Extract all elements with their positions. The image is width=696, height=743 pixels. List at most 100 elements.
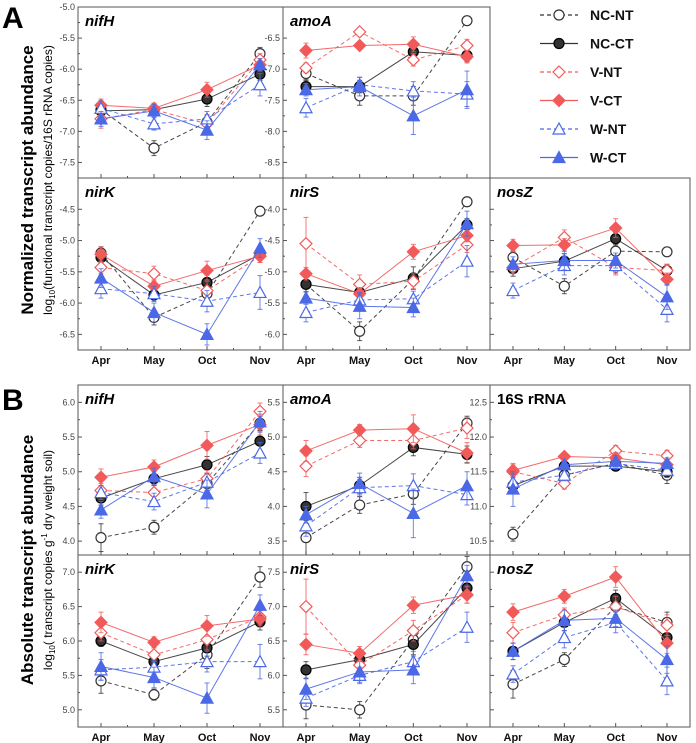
series-line xyxy=(512,465,668,487)
legend-label: NC-CT xyxy=(590,36,634,52)
y-tick-label: -7.0 xyxy=(264,64,280,74)
series-line xyxy=(305,243,468,285)
data-point xyxy=(199,690,215,704)
x-tick-label: Nov xyxy=(457,355,479,367)
data-point xyxy=(298,100,314,114)
x-tick-label: May xyxy=(554,355,576,367)
data-point xyxy=(299,637,313,652)
series-line xyxy=(100,440,261,499)
data-point xyxy=(93,111,109,125)
series-v-nt xyxy=(94,249,267,301)
panel-title: nirS xyxy=(290,561,319,578)
data-point xyxy=(199,327,215,340)
data-point xyxy=(252,285,268,299)
data-point xyxy=(252,445,268,459)
chart-panel-b-nosz: Apr May Oct Nov nosZ xyxy=(489,554,691,743)
series-line xyxy=(305,86,468,117)
data-point xyxy=(659,456,675,470)
series-line xyxy=(100,210,261,319)
chart-panel-b-16s-rrna: 10.5 11.0 11.5 12.0 12.5 16S rRNA xyxy=(469,384,691,556)
y-axis-title-a: Normalized transcript abundance xyxy=(18,45,37,314)
legend: NC-NT NC-CT V-NT V-CT W-NT W-CT xyxy=(540,7,634,166)
data-point xyxy=(300,664,312,676)
series-v-ct xyxy=(506,218,674,287)
data-point xyxy=(94,615,108,630)
data-point xyxy=(659,652,675,666)
data-point xyxy=(406,37,421,52)
series-line xyxy=(100,576,261,696)
y-tick-label: 11.0 xyxy=(470,501,487,511)
legend-item-w-nt: W-NT xyxy=(540,121,627,137)
data-point xyxy=(406,506,421,519)
panel-title: nirK xyxy=(85,184,116,201)
series-line xyxy=(306,51,468,88)
x-tick-label: May xyxy=(349,355,371,367)
panel-frame xyxy=(77,6,284,179)
data-point xyxy=(352,298,367,312)
panel-frame xyxy=(282,554,491,728)
data-point xyxy=(299,236,313,251)
panel-frame xyxy=(77,554,284,728)
data-point xyxy=(298,518,314,532)
y-tick-label: 5.5 xyxy=(62,432,75,442)
series-nc-ct xyxy=(300,438,473,521)
data-point xyxy=(406,421,421,436)
x-tick-label: Nov xyxy=(250,732,272,743)
series-nc-nt xyxy=(507,597,673,699)
data-point xyxy=(406,623,421,638)
data-point xyxy=(146,116,162,130)
series-line xyxy=(305,224,468,293)
series-nc-ct xyxy=(95,430,266,506)
data-point xyxy=(299,444,313,458)
x-tick-label: Apr xyxy=(92,355,112,367)
series-line xyxy=(512,238,668,271)
panel-frame xyxy=(77,384,284,556)
series-v-ct xyxy=(94,246,267,294)
series-v-ct xyxy=(94,610,267,650)
data-point xyxy=(146,494,162,508)
data-point xyxy=(406,300,421,314)
y-tick-label: -6.0 xyxy=(59,64,75,74)
legend-item-w-ct: W-CT xyxy=(540,150,627,166)
series-line xyxy=(100,618,261,643)
series-line xyxy=(512,250,668,287)
panel-frame xyxy=(282,177,491,351)
panel-title: nifH xyxy=(85,391,115,408)
panels: -5.0 -5.5 -6.0 -6.5 -7.0 -7.5 nifH -6.5 -7.0 -7.5… xyxy=(59,2,691,743)
series-w-ct xyxy=(93,410,268,519)
data-point xyxy=(557,457,572,471)
panel-frame xyxy=(489,384,691,556)
series-line xyxy=(305,428,468,454)
y-tick-label: 10.5 xyxy=(469,536,487,546)
data-point xyxy=(406,274,421,289)
data-point xyxy=(406,83,421,97)
x-tick-label: Nov xyxy=(657,355,679,367)
series-nc-nt xyxy=(300,196,473,342)
series-nc-ct xyxy=(507,589,673,661)
panel-title: nirK xyxy=(85,561,116,578)
y-tick-label: -7.0 xyxy=(59,126,75,136)
chart-panel-a-nosz: Apr May Oct Nov nosZ xyxy=(489,177,691,367)
data-point xyxy=(93,281,109,295)
y-tick-label: 6.5 xyxy=(267,636,280,646)
legend-marker-triangle-icon xyxy=(551,150,567,164)
data-point xyxy=(148,142,160,154)
legend-item-nc-nt: NC-NT xyxy=(540,7,634,23)
data-point xyxy=(352,25,367,39)
y-tick-label: 7.5 xyxy=(267,567,280,577)
x-tick-label: Apr xyxy=(92,732,112,743)
y-tick-label: -7.5 xyxy=(59,157,75,167)
series-w-nt xyxy=(505,611,675,696)
panel-frame xyxy=(489,554,691,728)
series-w-ct xyxy=(505,454,675,507)
data-point xyxy=(146,305,162,319)
data-point xyxy=(352,664,367,678)
series-v-ct xyxy=(299,414,474,464)
series-w-ct xyxy=(298,471,475,539)
x-tick-label: Nov xyxy=(457,732,479,743)
y-tick-label: 5.0 xyxy=(62,705,75,715)
data-point xyxy=(352,433,367,448)
data-point xyxy=(352,38,367,53)
y-tick-label: 7.0 xyxy=(62,567,75,577)
series-line xyxy=(100,288,261,302)
